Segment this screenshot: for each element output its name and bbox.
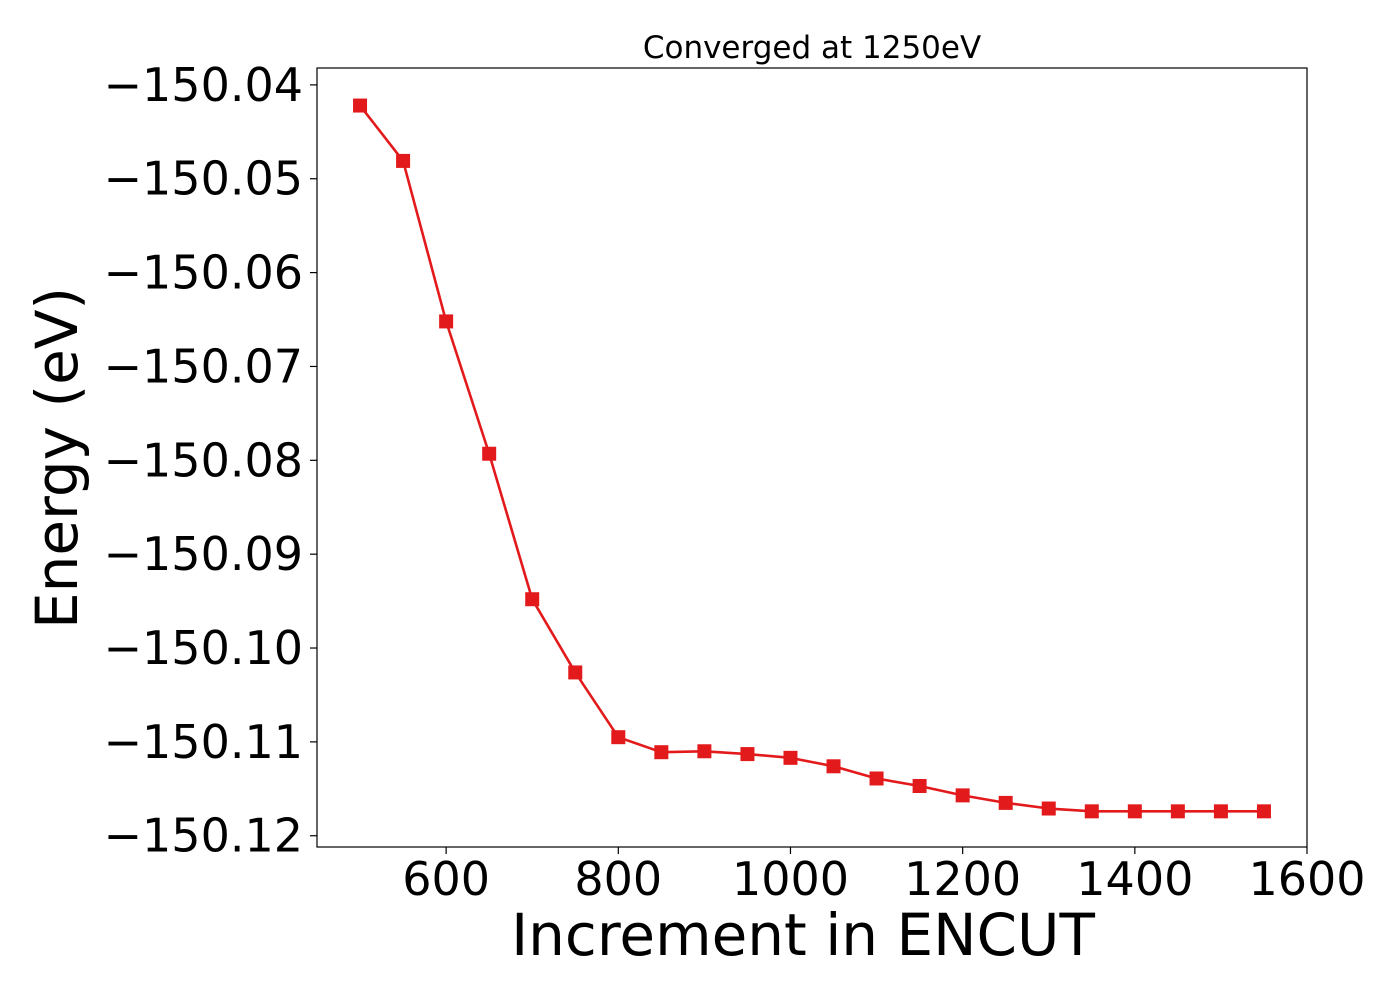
x-tick-label: 1400 — [1076, 852, 1193, 906]
y-tick-label: −150.04 — [104, 58, 304, 112]
plot-area — [316, 67, 1308, 848]
x-axis-ticks: 600 800 1000 1200 1400 1600 — [402, 847, 1366, 906]
series-layer — [353, 98, 1271, 819]
series-line — [359, 104, 1264, 813]
y-axis-ticks: −150.04 −150.05 −150.06 −150.07 −150.08 −150.… — [104, 58, 317, 863]
data-point-marker — [1041, 801, 1056, 816]
data-point-marker — [482, 446, 497, 461]
x-tick-label: 800 — [574, 852, 662, 906]
data-point-marker — [912, 778, 927, 793]
x-tick-label: 1000 — [732, 852, 849, 906]
x-tick-label: 1200 — [904, 852, 1021, 906]
x-tick-label: 600 — [402, 852, 490, 906]
data-point-marker — [1213, 804, 1228, 819]
data-point-marker — [697, 744, 712, 759]
data-point-marker — [1084, 804, 1099, 819]
data-point-marker — [869, 771, 884, 786]
y-tick-label: −150.06 — [104, 246, 304, 300]
data-point-marker — [826, 759, 841, 774]
y-tick-label: −150.08 — [104, 433, 304, 487]
data-point-marker — [525, 592, 540, 607]
data-point-marker — [1170, 804, 1185, 819]
data-point-marker — [396, 153, 411, 168]
y-tick-label: −150.09 — [104, 527, 304, 581]
data-point-marker — [955, 788, 970, 803]
data-point-marker — [353, 98, 368, 113]
y-axis-label: Energy (eV) — [23, 287, 91, 629]
data-point-marker — [740, 747, 755, 762]
data-point-marker — [654, 745, 669, 760]
data-point-marker — [568, 665, 583, 680]
y-tick-label: −150.07 — [104, 339, 304, 393]
y-tick-label: −150.05 — [104, 152, 304, 206]
data-point-marker — [611, 730, 626, 745]
data-point-marker — [783, 750, 798, 765]
y-tick-label: −150.11 — [104, 715, 304, 769]
chart-title: Converged at 1250eV — [643, 30, 981, 66]
data-point-marker — [1256, 804, 1271, 819]
x-tick-label: 1600 — [1248, 852, 1365, 906]
y-tick-label: −150.10 — [104, 621, 304, 675]
data-point-marker — [1127, 804, 1142, 819]
data-point-marker — [439, 314, 454, 329]
data-point-marker — [998, 795, 1013, 810]
y-tick-label: −150.12 — [104, 809, 304, 863]
x-axis-label: Increment in ENCUT — [511, 901, 1095, 969]
